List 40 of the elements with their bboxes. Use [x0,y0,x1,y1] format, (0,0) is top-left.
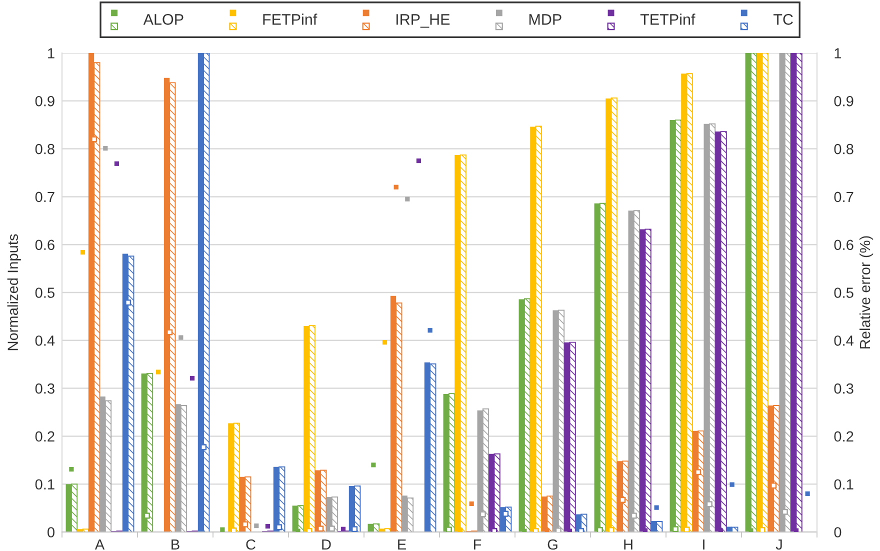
y2-tick-label: 0.7 [834,192,854,202]
y-tick-label: 0.4 [35,336,55,346]
legend-label: TETPinf [640,14,696,25]
y-axis-title: Normalized Inputs [7,234,21,350]
legend-label: TC [773,14,793,25]
legend-label: FETPinf [263,14,318,25]
y2-tick-label: 0 [834,527,842,538]
x-tick-label: H [624,539,632,550]
y2-tick-label: 0.5 [834,288,854,298]
y2-tick-label: 0.2 [834,431,854,442]
x-tick-label: E [398,539,406,550]
x-tick-label: C [246,539,256,550]
y-tick-label: 1 [48,48,54,58]
y-tick-label: 0.2 [35,431,54,442]
legend-label: IRP_HE [396,14,450,28]
y-tick-label: 0.7 [35,192,54,202]
x-tick-label: G [548,539,558,550]
legend-label: ALOP [143,14,184,25]
y2-tick-label: 0.3 [834,383,854,394]
x-tick-label: J [776,539,782,550]
y2-tick-label: 0.1 [834,479,854,490]
y-tick-label: 0.8 [35,144,54,154]
y-tick-label: 0.5 [35,288,54,298]
x-tick-label: D [322,539,331,550]
y-tick-label: 0.6 [35,240,54,250]
y-tick-label: 0 [48,527,54,538]
y2-tick-label: 0.4 [834,336,854,346]
y-tick-label: 0.3 [35,383,54,394]
x-tick-label: B [172,539,180,550]
y2-tick-label: 0.8 [834,144,854,154]
y-tick-label: 0.9 [35,96,54,106]
y-tick-label: 0.1 [35,479,54,490]
x-tick-label: A [94,539,105,550]
y2-axis-title: Relative error (%) [859,236,874,348]
x-tick-label: I [703,539,704,550]
y2-tick-label: 1 [834,48,842,58]
y2-tick-label: 0.9 [834,96,854,106]
y2-tick-label: 0.6 [834,240,854,250]
legend-label: MDP [529,14,562,25]
x-tick-label: F [474,539,482,550]
